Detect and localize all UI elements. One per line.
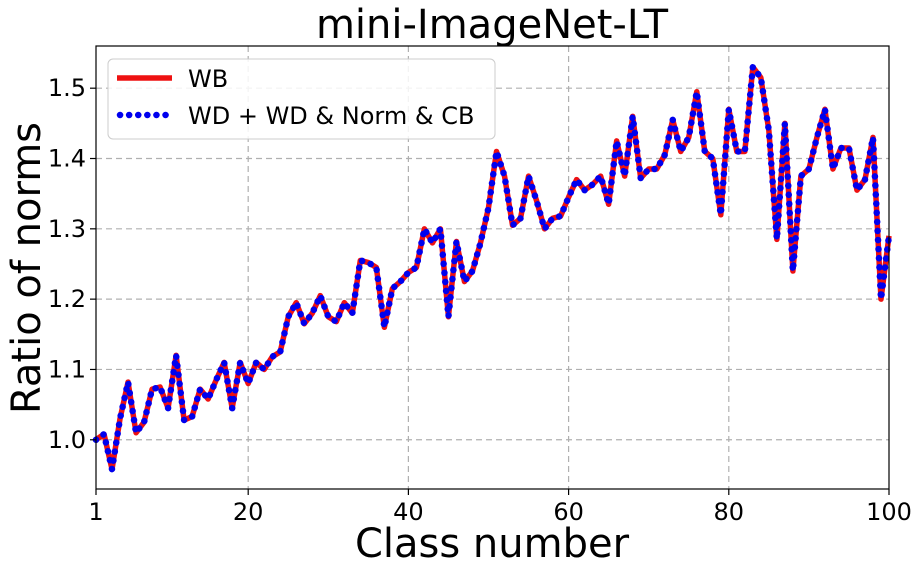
legend-label: WD + WD & Norm & CB [188,102,474,130]
x-tick-label: 80 [714,498,745,526]
y-axis-label: Ratio of norms [4,122,50,414]
x-tick-label: 1 [88,498,103,526]
x-tick-label: 60 [553,498,584,526]
legend-label: WB [188,65,228,93]
y-tick-label: 1.5 [48,74,86,102]
x-tick-label: 100 [866,498,912,526]
series-lines [92,63,893,473]
y-tick-label: 1.2 [48,285,86,313]
series-line-wd-norm-cb [92,63,893,473]
plot-frame [95,45,890,490]
legend-box [107,58,496,140]
legend: WB WD + WD & Norm & CB [107,58,496,140]
x-axis-label: Class number [355,521,630,567]
y-tick-label: 1.4 [48,145,86,173]
chart-title: mini-ImageNet-LT [316,2,669,48]
y-tick-label: 1.3 [48,215,86,243]
x-tick-label: 40 [393,498,424,526]
y-tick-label: 1.0 [48,426,86,454]
y-axis: 1.0 1.1 1.2 1.3 1.4 1.5 [48,74,96,454]
x-axis: 1 20 40 60 80 100 [88,489,912,526]
x-tick-label: 20 [233,498,264,526]
y-tick-label: 1.1 [48,355,86,383]
